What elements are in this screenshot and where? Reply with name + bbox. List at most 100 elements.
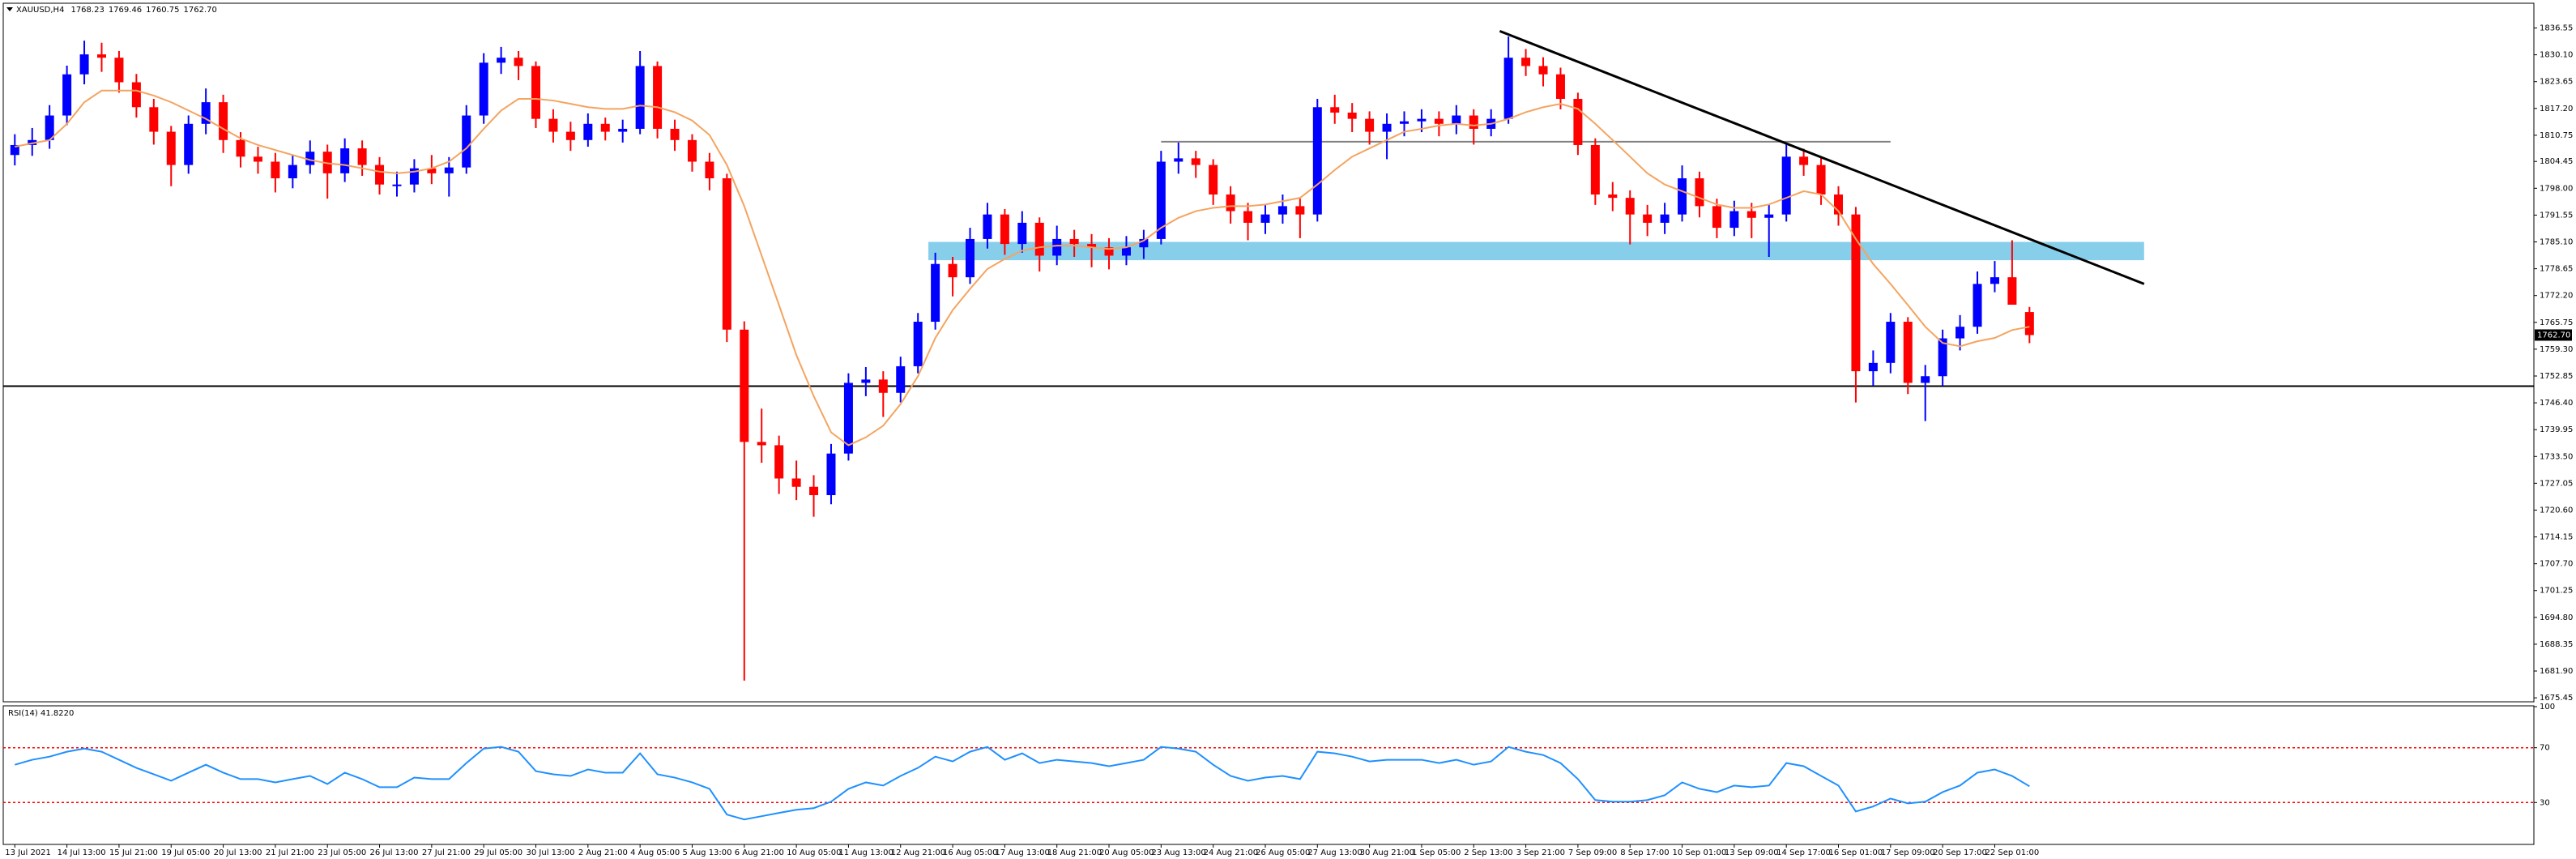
x-tick-label: 20 Aug 05:00: [1099, 848, 1154, 857]
x-tick-label: 3 Sep 21:00: [1516, 848, 1565, 857]
y-tick-label: 1675.45: [2540, 694, 2573, 703]
price-tag-label: 1762.70: [2537, 331, 2570, 340]
candle-body: [462, 115, 471, 168]
y-tick-label: 1823.65: [2540, 78, 2573, 87]
candle-body: [1764, 214, 1774, 218]
x-tick-label: 29 Jul 05:00: [474, 848, 522, 857]
candle-body: [1799, 156, 1809, 165]
y-tick-label: 1739.95: [2540, 425, 2573, 434]
candle-body: [1277, 206, 1287, 215]
y-tick-label: 1765.75: [2540, 318, 2573, 327]
y-tick-label: 1759.30: [2540, 345, 2573, 354]
candle-body: [1746, 211, 1756, 218]
candle-body: [322, 152, 332, 173]
candle-body: [97, 54, 106, 58]
x-tick-label: 23 Jul 05:00: [318, 848, 366, 857]
x-tick-label: 27 Aug 13:00: [1307, 848, 1362, 857]
open-value: 1768.23: [70, 6, 104, 15]
y-tick-label: 1714.15: [2540, 533, 2573, 542]
candle-body: [1955, 327, 1965, 339]
candle-body: [1851, 214, 1861, 372]
candle-body: [843, 382, 853, 454]
price-pane: [2, 2, 2535, 703]
header: XAUUSD,H4 1768.23 1769.46 1760.75 1762.70: [16, 6, 217, 15]
candle-body: [2007, 277, 2017, 305]
x-tick-label: 1 Sep 05:00: [1412, 848, 1461, 857]
candle-body: [1503, 58, 1513, 119]
candle-body: [28, 139, 37, 145]
x-tick-label: 30 Aug 21:00: [1360, 848, 1414, 857]
candle-body: [931, 263, 940, 323]
rsi-tick-label: 100: [2540, 703, 2555, 712]
x-tick-label: 30 Jul 13:00: [527, 848, 575, 857]
candle-body: [1052, 238, 1062, 256]
x-tick-label: 13 Sep 09:00: [1725, 848, 1779, 857]
candle-body: [809, 486, 819, 495]
candle-body: [565, 131, 575, 140]
x-tick-label: 4 Aug 05:00: [630, 848, 680, 857]
candle-body: [1243, 211, 1253, 223]
candle-body: [236, 139, 245, 157]
candle-body: [1330, 107, 1340, 113]
candle-body: [497, 58, 506, 63]
rsi-tick-label: 30: [2540, 798, 2550, 807]
y-tick-label: 1778.65: [2540, 265, 2573, 274]
candle-body: [600, 123, 610, 132]
y-tick-label: 1727.05: [2540, 479, 2573, 488]
x-tick-label: 24 Aug 21:00: [1204, 848, 1258, 857]
y-tick-label: 1772.20: [2540, 292, 2573, 301]
y-tick-label: 1707.70: [2540, 560, 2573, 569]
moving-average: [15, 89, 2030, 447]
candle-body: [774, 445, 784, 479]
candle-body: [1417, 118, 1427, 122]
candle-body: [722, 178, 731, 330]
candle-body: [1191, 158, 1201, 165]
candle-body: [1660, 214, 1670, 223]
x-tick-label: 8 Sep 17:00: [1620, 848, 1669, 857]
x-tick-label: 7 Sep 09:00: [1568, 848, 1617, 857]
candle-body: [583, 123, 593, 140]
x-tick-label: 26 Aug 05:00: [1256, 848, 1310, 857]
candle-body: [427, 168, 437, 173]
candle-body: [670, 128, 680, 140]
y-tick-label: 1785.10: [2540, 238, 2573, 247]
candle-body: [131, 82, 141, 108]
x-tick-label: 16 Sep 01:00: [1829, 848, 1883, 857]
candle-body: [1295, 206, 1305, 215]
x-tick-label: 10 Aug 05:00: [787, 848, 841, 857]
x-tick-label: 2 Sep 13:00: [1464, 848, 1512, 857]
candle-body: [1538, 66, 1548, 75]
candle-body: [757, 442, 766, 446]
candle-body: [1017, 222, 1027, 245]
candle-body: [1990, 277, 1999, 284]
candle-body: [966, 238, 975, 278]
candle-body: [1868, 362, 1878, 372]
x-tick-label: 27 Jul 21:00: [422, 848, 471, 857]
candle-body: [705, 161, 714, 179]
candle-body: [826, 453, 836, 495]
candle-body: [913, 322, 923, 366]
candle-body: [1521, 58, 1531, 66]
candle-body: [618, 128, 628, 132]
x-tick-label: 20 Sep 17:00: [1933, 848, 1987, 857]
candle-body: [45, 115, 54, 140]
y-tick-label: 1720.60: [2540, 506, 2573, 515]
candle-body: [1938, 338, 1947, 377]
candle-body: [1260, 214, 1270, 223]
candle-body: [1678, 178, 1687, 215]
x-tick-label: 22 Sep 01:00: [1985, 848, 2039, 857]
x-tick-label: 18 Aug 21:00: [1047, 848, 1102, 857]
candle-body: [1069, 238, 1079, 245]
candle-body: [740, 329, 749, 442]
candle-body: [305, 152, 315, 165]
y-tick-label: 1804.45: [2540, 157, 2573, 166]
high-value: 1769.46: [109, 6, 142, 15]
low-value: 1760.75: [146, 6, 179, 15]
candle-body: [1452, 115, 1461, 124]
candle-body: [149, 107, 159, 132]
candle-body: [1695, 178, 1704, 207]
x-tick-label: 20 Jul 13:00: [214, 848, 262, 857]
y-tick-label: 1746.40: [2540, 399, 2573, 408]
candle-body: [79, 54, 89, 75]
